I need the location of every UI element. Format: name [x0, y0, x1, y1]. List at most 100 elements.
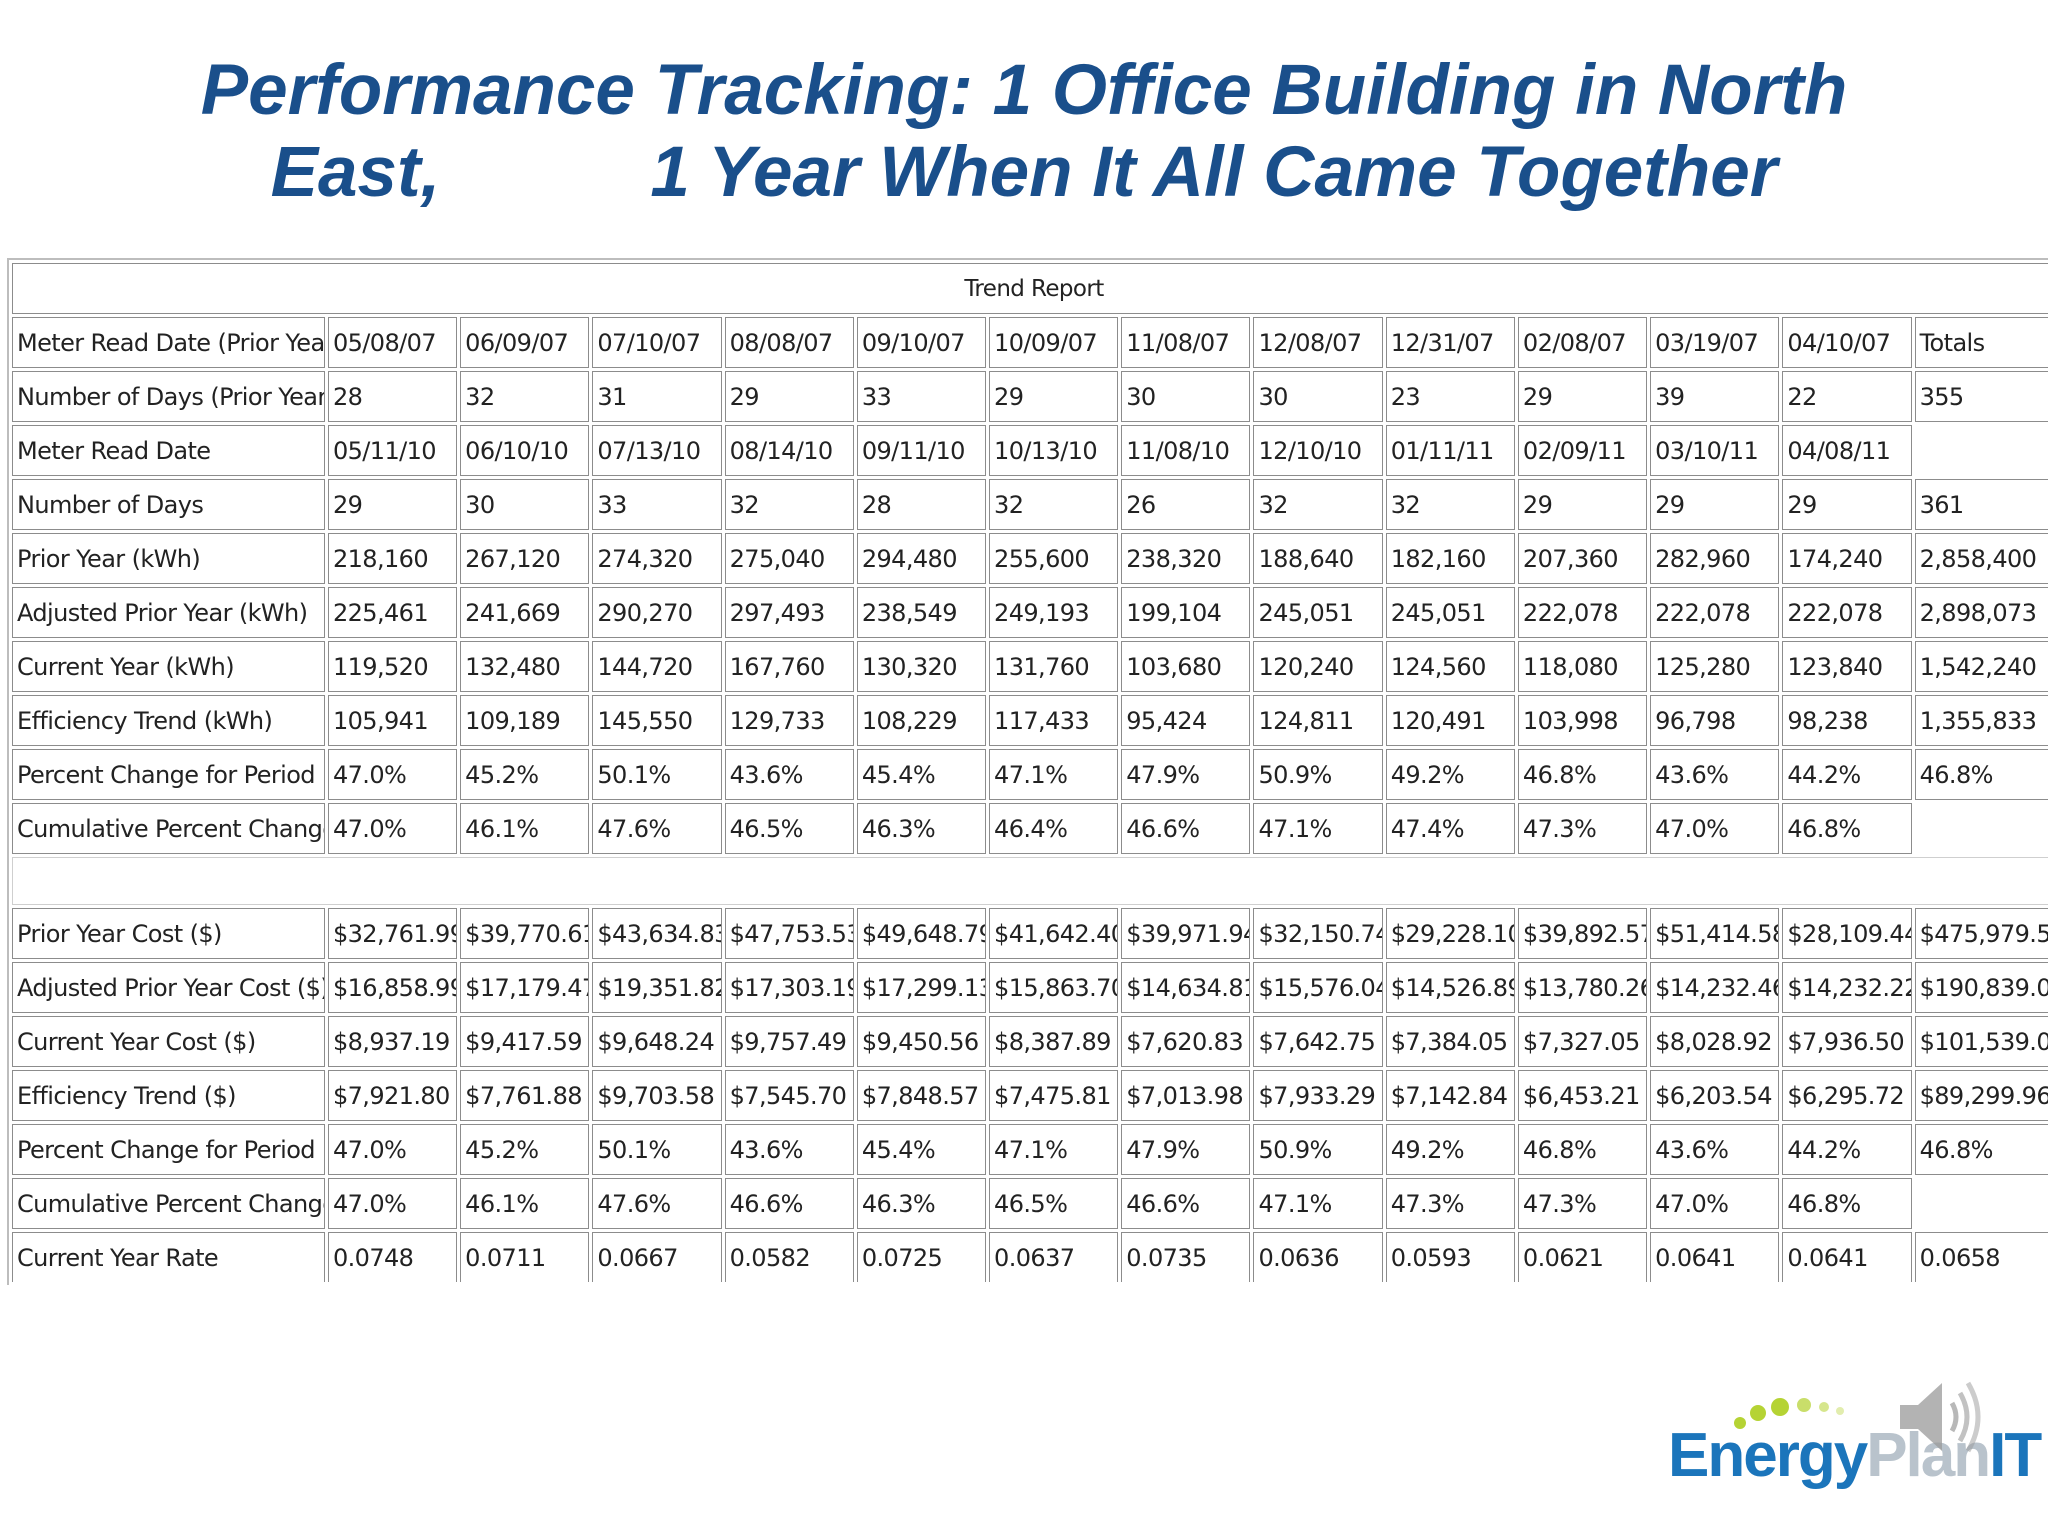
table-cell: 275,040 — [724, 533, 854, 584]
table-cell: 222,078 — [1517, 587, 1648, 638]
table-cell: 47.0% — [1650, 1178, 1780, 1229]
table-cell: 103,998 — [1517, 695, 1648, 746]
table-cell: 47.3% — [1385, 1178, 1515, 1229]
logo-it-text: IT — [1989, 1421, 2042, 1490]
table-cell: $7,642.75 — [1253, 1016, 1383, 1067]
table-cell: 124,560 — [1385, 641, 1515, 692]
table-cell: 06/10/10 — [460, 425, 590, 476]
table-cell: 182,160 — [1385, 533, 1515, 584]
table-cell: 119,520 — [327, 641, 458, 692]
table-cell: 29 — [1517, 371, 1648, 422]
total-cell: 1,355,833 — [1914, 695, 2048, 746]
table-cell: $39,971.94 — [1121, 908, 1251, 959]
table-cell: 225,461 — [327, 587, 458, 638]
table-cell: $8,028.92 — [1650, 1016, 1780, 1067]
total-cell: 46.8% — [1914, 1124, 2048, 1175]
table-cell: 05/11/10 — [327, 425, 458, 476]
table-cell: 31 — [592, 371, 722, 422]
speaker-icon[interactable] — [1880, 1365, 1990, 1465]
table-cell: 04/08/11 — [1782, 425, 1912, 476]
table-cell: $7,327.05 — [1517, 1016, 1648, 1067]
total-cell: 1,542,240 — [1914, 641, 2048, 692]
table-cell: 117,433 — [989, 695, 1119, 746]
table-cell: 46.3% — [856, 803, 987, 854]
table-cell: 188,640 — [1253, 533, 1383, 584]
header-label: Meter Read Date (Prior Year) — [12, 317, 325, 368]
table-cell: 46.1% — [460, 1178, 590, 1229]
table-cell: 33 — [856, 371, 987, 422]
table-row: Cumulative Percent Change 47.0% 46.1% 47.6%… — [12, 1178, 2048, 1229]
table-cell: 49.2% — [1385, 1124, 1515, 1175]
table-cell: 109,189 — [460, 695, 590, 746]
table-cell: 95,424 — [1121, 695, 1251, 746]
table-cell: $8,387.89 — [989, 1016, 1119, 1067]
table-cell: 0.0748 — [327, 1232, 458, 1282]
table-cell: 267,120 — [460, 533, 590, 584]
table-cell: 241,669 — [460, 587, 590, 638]
table-cell: 47.1% — [1253, 803, 1383, 854]
table-cell: $14,232.22 — [1782, 962, 1912, 1013]
table-cell: 47.6% — [592, 803, 722, 854]
table-cell: 46.8% — [1517, 1124, 1648, 1175]
table-cell: 29 — [327, 479, 458, 530]
table-cell: 47.0% — [1650, 803, 1780, 854]
total-cell: 361 — [1914, 479, 2048, 530]
table-cell: 45.4% — [856, 749, 987, 800]
table-cell: 0.0593 — [1385, 1232, 1515, 1282]
table-cell: $29,228.10 — [1385, 908, 1515, 959]
table-cell: $7,936.50 — [1782, 1016, 1912, 1067]
table-cell: $6,295.72 — [1782, 1070, 1912, 1121]
table-cell: $41,642.40 — [989, 908, 1119, 959]
table-cell: 47.3% — [1517, 803, 1648, 854]
table-cell: 0.0621 — [1517, 1232, 1648, 1282]
table-cell: $7,384.05 — [1385, 1016, 1515, 1067]
table-cell: 32 — [1385, 479, 1515, 530]
table-cell: $7,142.84 — [1385, 1070, 1515, 1121]
table-cell: 47.1% — [1253, 1178, 1383, 1229]
table-row: Adjusted Prior Year (kWh) 225,461 241,669 2… — [12, 587, 2048, 638]
table-cell: 45.2% — [460, 749, 590, 800]
table-cell: 249,193 — [989, 587, 1119, 638]
title-line-1: Performance Tracking: 1 Office Building … — [200, 51, 1848, 130]
table-row: Number of Days 29 30 33 32 28 32 26 32 32 29 29 29 36… — [12, 479, 2048, 530]
table-cell: $39,770.61 — [460, 908, 590, 959]
table-cell: 08/14/10 — [724, 425, 854, 476]
table-cell: 120,491 — [1385, 695, 1515, 746]
row-label: Prior Year Cost ($) — [12, 908, 325, 959]
table-cell: $43,634.83 — [592, 908, 722, 959]
table-cell: 105,941 — [327, 695, 458, 746]
energyplanit-logo: EnergyPlanIT — [1668, 1395, 2048, 1536]
table-cell: 28 — [327, 371, 458, 422]
table-cell: 11/08/10 — [1121, 425, 1251, 476]
total-cell: $475,979.52 — [1914, 908, 2048, 959]
table-cell: 129,733 — [724, 695, 854, 746]
logo-wordmark: EnergyPlanIT — [1668, 1420, 2042, 1491]
header-date-cell: 05/08/07 — [327, 317, 458, 368]
table-cell: 23 — [1385, 371, 1515, 422]
table-cell: 30 — [460, 479, 590, 530]
header-date-cell: 06/09/07 — [460, 317, 590, 368]
table-cell: 45.4% — [856, 1124, 987, 1175]
table-cell: 46.5% — [724, 803, 854, 854]
table-cell: 290,270 — [592, 587, 722, 638]
table-row: Efficiency Trend ($) $7,921.80 $7,761.88 $9… — [12, 1070, 2048, 1121]
table-cell: 47.4% — [1385, 803, 1515, 854]
table-cell: 07/13/10 — [592, 425, 722, 476]
table-row: Current Year (kWh) 119,520 132,480 144,720 1… — [12, 641, 2048, 692]
table-cell: 222,078 — [1782, 587, 1912, 638]
table-cell: 255,600 — [989, 533, 1119, 584]
header-date-cell: 10/09/07 — [989, 317, 1119, 368]
table-cell: 46.6% — [1121, 803, 1251, 854]
table-cell: 46.5% — [989, 1178, 1119, 1229]
table-cell: $7,933.29 — [1253, 1070, 1383, 1121]
table-cell: $17,303.19 — [724, 962, 854, 1013]
total-cell — [1915, 803, 2048, 854]
table-cell: 46.8% — [1517, 749, 1648, 800]
trend-report-table: Trend Report Meter Read Date (Prior Year… — [7, 258, 2048, 1285]
row-label: Adjusted Prior Year Cost ($) — [12, 962, 325, 1013]
table-row: Efficiency Trend (kWh) 105,941 109,189 145,… — [12, 695, 2048, 746]
table-cell: $9,450.56 — [856, 1016, 987, 1067]
total-cell — [1915, 1178, 2048, 1229]
logo-energy-text: Energy — [1668, 1421, 1868, 1490]
row-label: Number of Days (Prior Year) — [12, 371, 325, 422]
